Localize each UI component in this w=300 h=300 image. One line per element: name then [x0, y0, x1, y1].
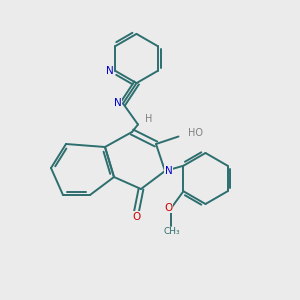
- Text: HO: HO: [188, 128, 203, 139]
- Text: O: O: [132, 212, 141, 222]
- Text: N: N: [106, 66, 114, 76]
- Text: H: H: [145, 114, 152, 124]
- Text: N: N: [114, 98, 122, 109]
- Text: CH₃: CH₃: [163, 227, 180, 236]
- Text: N: N: [165, 166, 172, 176]
- Text: O: O: [164, 203, 172, 213]
